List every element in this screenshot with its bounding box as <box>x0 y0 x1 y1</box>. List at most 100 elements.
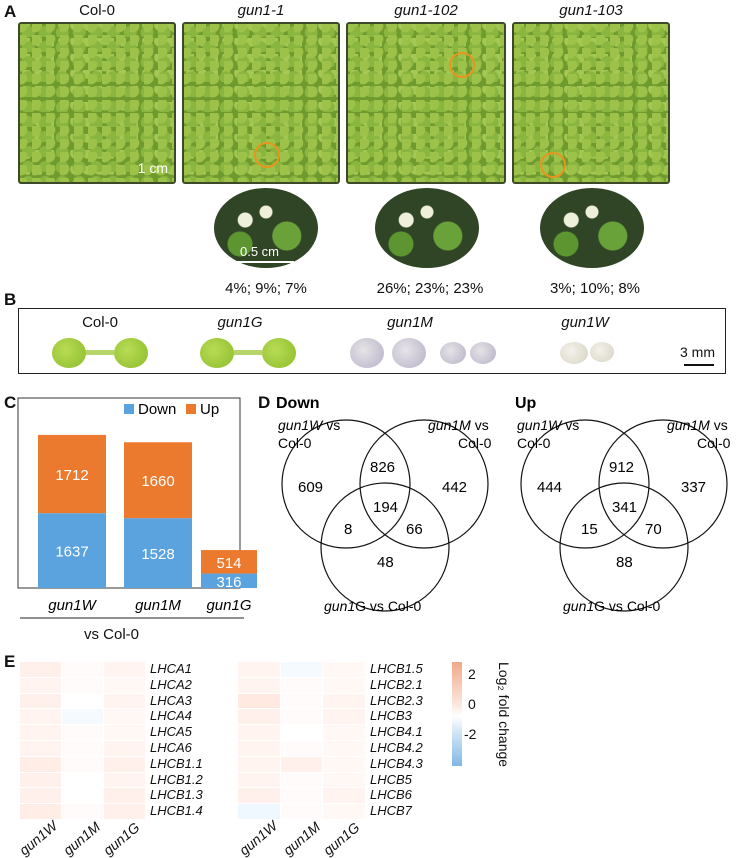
venn-up-count-g: 88 <box>616 554 633 571</box>
bar-value-down-gun1W: 1637 <box>55 544 88 561</box>
heatmap-left-cell-LHCB1.3-gun1W <box>20 788 61 804</box>
venn-up-label-w: gun1W vs <box>517 417 579 433</box>
heatmap-left-cell-LHCA4-gun1M <box>62 709 103 725</box>
seedling-scale-label: 3 mm <box>680 344 715 360</box>
heatmap-right-cell-LHCB4.2-gun1W <box>238 741 280 756</box>
colorbar-tick-2: 2 <box>468 666 476 682</box>
venn-up-count-m: 337 <box>681 479 706 496</box>
heatmap-left-cell-LHCB1.3-gun1M <box>62 788 103 804</box>
bar-value-down-gun1G: 316 <box>216 574 241 591</box>
heatmap-left-row-label-LHCA1: LHCA1 <box>150 661 192 676</box>
venn-down: Down gun1W vs Col-0 gun1M vs Col-0 gun1G… <box>276 395 492 614</box>
plate-label-gun1-103: gun1-103 <box>559 2 623 19</box>
venn-up-label-m: gun1M vs <box>667 417 728 433</box>
plate-image-gun1-1 <box>182 22 340 184</box>
percent-gun1-103: 3%; 10%; 8% <box>549 280 641 297</box>
heatmap-left-cell-LHCB1.2-gun1G <box>104 772 145 788</box>
heatmap-right-row-label-LHCB4.1: LHCB4.1 <box>370 724 423 740</box>
plate-label-gun1-1: gun1-1 <box>237 2 285 19</box>
heatmap-right-row-label-LHCB4.3: LHCB4.3 <box>370 755 423 771</box>
heatmap-left-cell-LHCB1.1-gun1G <box>104 756 145 772</box>
heatmap-left-cell-LHCB1.1-gun1M <box>62 756 103 772</box>
heatmap-left-col-gun1g: gun1G <box>100 818 143 858</box>
plate-label-gun1-102: gun1-102 <box>394 2 458 19</box>
venn-down-count-wm: 826 <box>370 459 395 476</box>
heatmap-left-cell-LHCA2-gun1M <box>62 677 103 693</box>
heatmap-right-cell-LHCB4.3-gun1M <box>280 756 323 772</box>
venn-down-label-w-ref: Col-0 <box>278 435 312 451</box>
venn-up-count-wg: 15 <box>581 521 598 538</box>
heatmap-right-cell-LHCB1.5-gun1M <box>280 662 323 677</box>
zoom-inset-gun1-1: 0.5 cm <box>214 188 318 268</box>
venn-up-label-m-ref: Col-0 <box>697 435 731 451</box>
venn-up-label-g: gun1G vs Col-0 <box>563 598 660 614</box>
plate-scale-label: 1 cm <box>137 160 168 176</box>
heatmap-right-cell-LHCB7-gun1W <box>238 804 280 819</box>
legend-up-label: Up <box>200 401 219 418</box>
venn-up-count-mg: 70 <box>645 521 662 538</box>
venn-up-circle-m <box>598 419 728 549</box>
heatmap-left-row-label-LHCA5: LHCA5 <box>150 724 192 740</box>
heatmap-left-cell-LHCA3-gun1G <box>104 693 145 709</box>
heatmap-right-cell-LHCB6-gun1G <box>323 788 365 804</box>
heatmap-right-row-label-LHCB2.1: LHCB2.1 <box>370 676 423 692</box>
heatmap-right-row-label-LHCB7: LHCB7 <box>370 803 412 819</box>
percent-gun1-1: 4%; 9%; 7% <box>225 280 307 297</box>
heatmap-right-cell-LHCB4.1-gun1G <box>323 725 365 740</box>
plate-image-gun1-103 <box>512 22 670 184</box>
zoom-inset-gun1-102 <box>375 188 479 268</box>
heatmap-right-cell-LHCB5-gun1M <box>280 772 323 788</box>
panel-d-letter: D <box>258 393 271 412</box>
heatmap-left-row-label-LHCA3: LHCA3 <box>150 692 192 708</box>
heatmap-left-col-gun1w: gun1W <box>16 817 61 858</box>
heatmap-right-row-label-LHCB4.2: LHCB4.2 <box>370 740 423 755</box>
seedling-gun1m-a <box>350 338 430 368</box>
x-tick-gun1G: gun1G <box>206 597 251 614</box>
venn-down-circle-g <box>320 482 450 612</box>
venn-up-title: Up <box>515 395 537 412</box>
heatmap-left-cell-LHCA6-gun1W <box>20 741 61 756</box>
heatmap-left-row-label-LHCB1.1: LHCB1.1 <box>150 755 203 771</box>
heatmap-right-col-gun1m: gun1M <box>280 818 324 858</box>
heatmap-right-cell-LHCB4.3-gun1G <box>323 756 365 772</box>
x-tick-gun1W: gun1W <box>48 597 97 614</box>
seedling-scale-bar <box>684 364 714 366</box>
bar-down-gun1G <box>201 573 257 588</box>
bar-up-gun1M <box>124 442 192 519</box>
heatmap-right-cell-LHCB2.3-gun1M <box>280 693 323 709</box>
venn-down-count-mg: 66 <box>406 521 423 538</box>
heatmap-left-cell-LHCA6-gun1G <box>104 741 145 756</box>
venn-down-circle-m <box>359 419 489 549</box>
bar-value-up-gun1G: 514 <box>216 555 241 572</box>
seedling-label-gun1g: gun1G <box>217 314 263 331</box>
bar-value-up-gun1W: 1712 <box>55 467 88 484</box>
heatmap-left-cell-LHCB1.2-gun1M <box>62 772 103 788</box>
venn-down-count-wg: 8 <box>344 521 352 538</box>
venn-down-label-g: gun1G vs Col-0 <box>324 598 421 614</box>
heatmap-right-cell-LHCB7-gun1M <box>280 804 323 819</box>
heatmap-left-row-label-LHCB1.2: LHCB1.2 <box>150 771 203 787</box>
heatmap-right-col-gun1w: gun1W <box>236 817 281 858</box>
heatmap-left-cell-LHCA1-gun1M <box>62 662 103 677</box>
heatmap-right-cell-LHCB4.1-gun1W <box>238 725 280 740</box>
bar-down-gun1W <box>38 513 106 588</box>
heatmap-left-cell-LHCA3-gun1W <box>20 693 61 709</box>
plate-label-col0: Col-0 <box>79 2 115 19</box>
zoom-scale-bar <box>236 261 294 263</box>
venn-up-count-w: 444 <box>537 479 562 496</box>
heatmap-left-cell-LHCA1-gun1W <box>20 662 61 677</box>
heatmap-left <box>20 662 146 820</box>
heatmap-left-cell-LHCA4-gun1W <box>20 709 61 725</box>
legend-down-swatch <box>124 404 134 414</box>
heatmap-left-cell-LHCB1.4-gun1G <box>104 804 145 819</box>
heatmap-left-row-labels: LHCA1 LHCA2 LHCA3 LHCA4 LHCA5 LHCA6 LHCB1.1 LHC… <box>150 661 220 820</box>
heatmap-right-cell-LHCB4.2-gun1M <box>280 741 323 756</box>
heatmap-left-cell-LHCA5-gun1W <box>20 725 61 740</box>
venn-down-label-w: gun1W vs <box>278 417 340 433</box>
plate-image-gun1-102 <box>346 22 506 184</box>
heatmap-right-cell-LHCB5-gun1W <box>238 772 280 788</box>
heatmap-right-cell-LHCB2.1-gun1G <box>323 677 365 693</box>
zoom-inset-gun1-103 <box>540 188 644 268</box>
zoom-scale-label: 0.5 cm <box>240 244 280 259</box>
heatmap-left-col-gun1m: gun1M <box>60 818 104 858</box>
